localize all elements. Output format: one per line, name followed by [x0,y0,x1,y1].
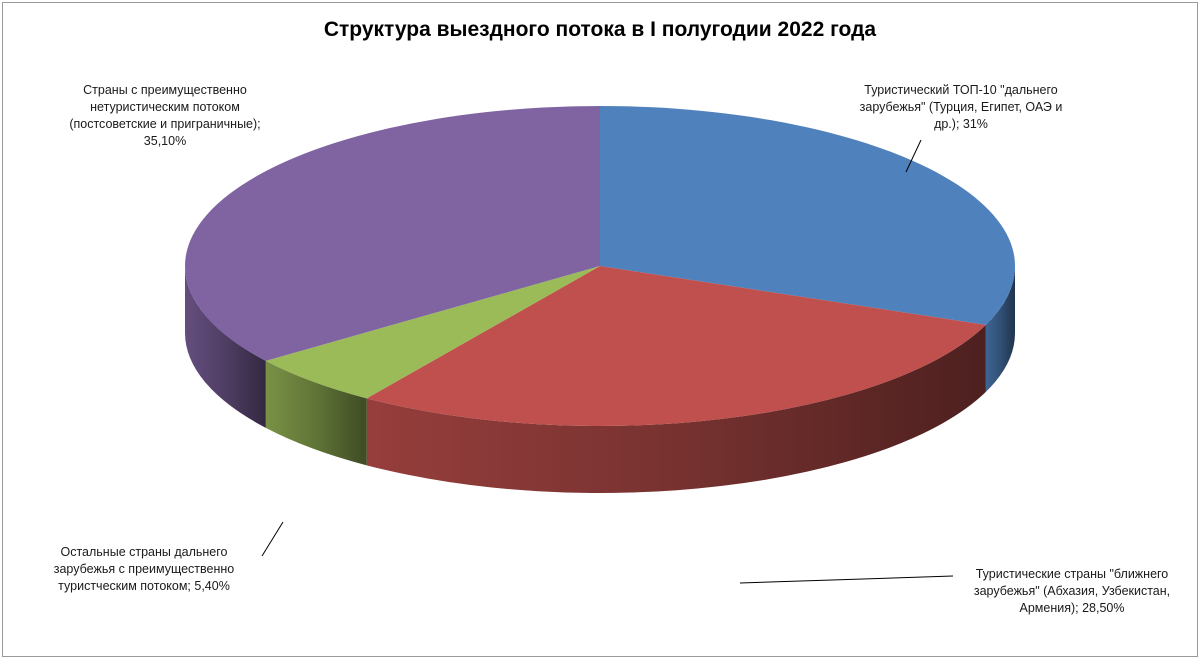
pie-side-top10-far-abroad [985,266,1015,392]
slice-label-near-abroad: Туристические страны "ближнего зарубежья… [973,567,1171,615]
slice-label-top10-far-abroad: Туристический ТОП-10 "дальнего зарубежья… [859,83,1063,131]
pie-slice-near-abroad [366,266,986,426]
pie-slice-other-far-abroad [265,266,600,399]
chart-title: Структура выездного потока в I полугодии… [323,18,877,41]
pie-side-non-tourist [185,266,266,428]
leader-line-near-abroad [739,575,954,584]
pie-side-near-abroad [366,324,986,493]
slice-label-other-far-abroad: Остальные страны дальнего зарубежья с пр… [53,545,235,593]
pie-side-other-far-abroad [265,360,367,466]
leader-line-other-far-abroad [261,521,284,557]
leader-line-top10-far-abroad [905,139,922,173]
pie-slice-non-tourist [185,106,600,361]
slice-label-non-tourist: Страны с преимущественно нетуристическим… [69,83,261,148]
